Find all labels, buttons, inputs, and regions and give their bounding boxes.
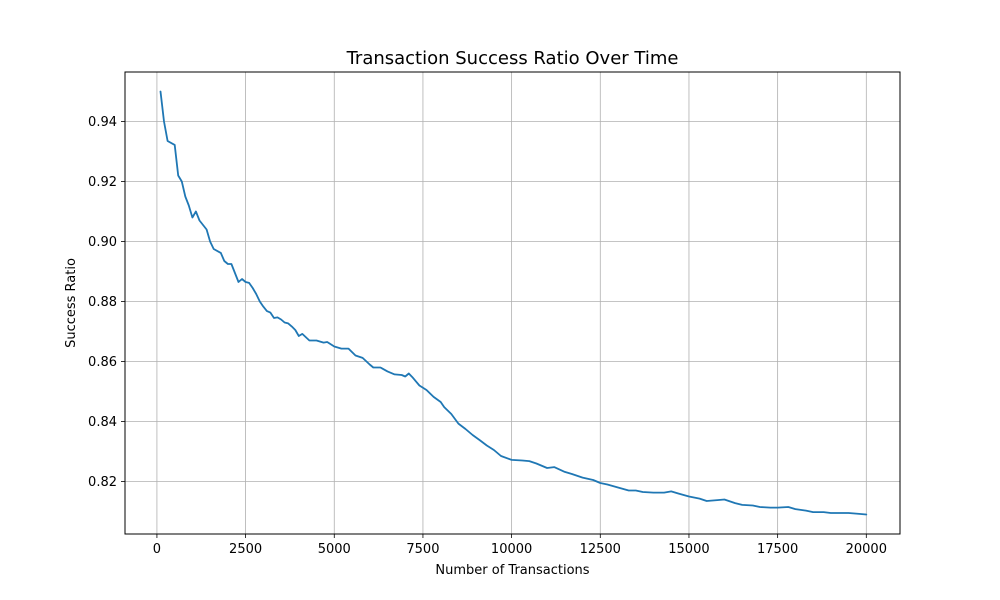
x-tick-label: 7500 bbox=[406, 542, 439, 557]
y-axis: 0.82 0.84 0.86 0.88 0.90 0.92 0.94 bbox=[88, 115, 125, 490]
y-tick-label: 0.92 bbox=[88, 175, 117, 190]
plot-frame bbox=[124, 71, 901, 535]
x-axis: 0 2500 5000 7500 10000 12500 15000 17500 20000 bbox=[153, 534, 887, 557]
x-tick-label: 2500 bbox=[229, 542, 262, 557]
y-tick-label: 0.84 bbox=[88, 415, 117, 430]
x-tick-label: 15000 bbox=[668, 542, 709, 557]
x-tick-label: 5000 bbox=[318, 542, 351, 557]
y-tick-label: 0.90 bbox=[88, 235, 117, 250]
x-tick-label: 12500 bbox=[580, 542, 621, 557]
chart-title: Transaction Success Ratio Over Time bbox=[346, 48, 679, 69]
x-axis-label: Number of Transactions bbox=[435, 563, 589, 578]
y-axis-label: Success Ratio bbox=[64, 258, 79, 348]
y-tick-label: 0.94 bbox=[88, 115, 117, 130]
x-tick-label: 17500 bbox=[757, 542, 798, 557]
grid-lines bbox=[125, 72, 900, 534]
series-line bbox=[159, 90, 868, 516]
x-tick-label: 20000 bbox=[846, 542, 887, 557]
x-tick-label: 10000 bbox=[491, 542, 532, 557]
x-tick-label: 0 bbox=[153, 542, 161, 557]
y-tick-label: 0.82 bbox=[88, 475, 117, 490]
y-tick-label: 0.86 bbox=[88, 355, 117, 370]
y-tick-label: 0.88 bbox=[88, 295, 117, 310]
